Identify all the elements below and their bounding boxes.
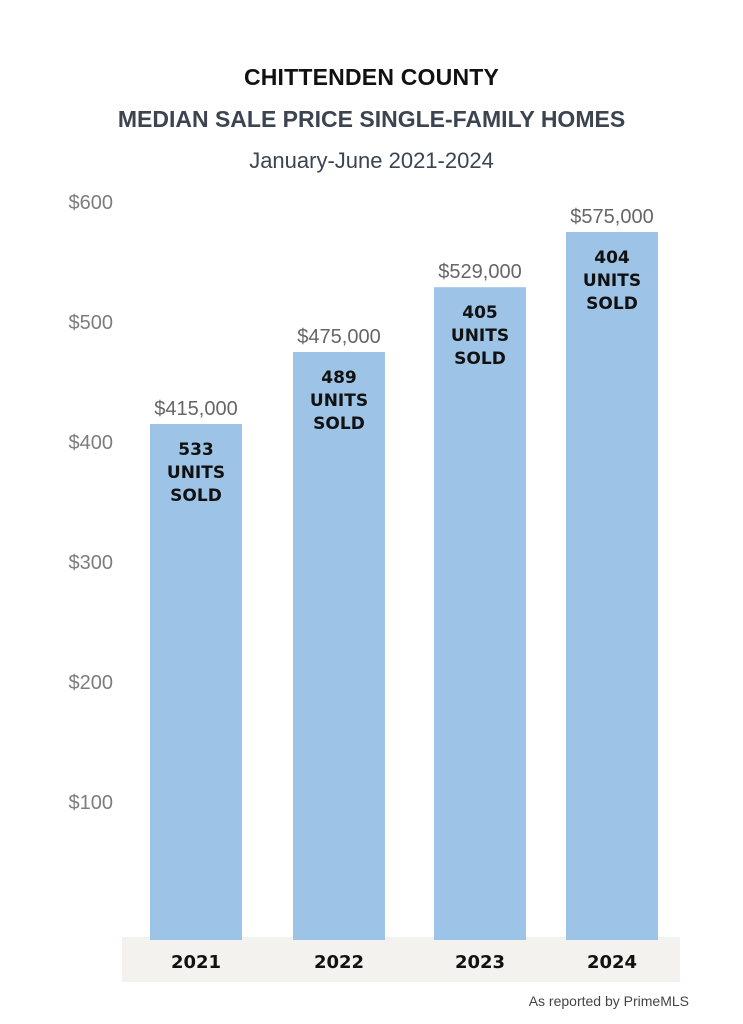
units-sold-label: SOLD xyxy=(313,414,365,434)
units-sold-label: SOLD xyxy=(170,486,222,506)
y-tick-label: $300 xyxy=(69,552,114,574)
x-axis-band xyxy=(122,937,680,982)
units-sold-label: UNITS xyxy=(167,463,225,483)
units-sold-count: 405 xyxy=(462,303,498,323)
bar xyxy=(293,352,385,940)
x-tick-label: 2023 xyxy=(455,952,505,973)
y-tick-label: $500 xyxy=(69,312,114,334)
chart-subtitle: MEDIAN SALE PRICE SINGLE-FAMILY HOMES xyxy=(117,106,626,132)
y-tick-label: $200 xyxy=(69,672,114,694)
bar-value-label: $475,000 xyxy=(297,326,380,348)
units-sold-label: SOLD xyxy=(586,294,638,314)
units-sold-label: UNITS xyxy=(451,326,509,346)
y-tick-label: $600 xyxy=(69,192,114,214)
units-sold-label: SOLD xyxy=(454,349,506,369)
y-tick-label: $400 xyxy=(69,432,114,454)
units-sold-label: UNITS xyxy=(310,391,368,411)
bar-value-label: $575,000 xyxy=(570,206,653,228)
source-note: As reported by PrimeMLS xyxy=(528,993,689,1009)
units-sold-label: UNITS xyxy=(583,271,641,291)
x-tick-label: 2021 xyxy=(171,952,221,973)
bar xyxy=(434,287,526,940)
units-sold-count: 489 xyxy=(321,368,357,388)
x-tick-label: 2022 xyxy=(314,952,364,973)
x-tick-label: 2024 xyxy=(587,952,637,973)
units-sold-count: 404 xyxy=(594,248,630,268)
units-sold-count: 533 xyxy=(178,440,214,460)
bar-value-label: $415,000 xyxy=(154,398,237,420)
y-tick-label: $100 xyxy=(69,792,114,814)
chart-title: CHITTENDEN COUNTY xyxy=(243,64,500,90)
bar xyxy=(566,232,658,940)
bar-value-label: $529,000 xyxy=(438,261,521,283)
chart-period: January-June 2021-2024 xyxy=(249,148,494,173)
bar xyxy=(150,424,242,940)
